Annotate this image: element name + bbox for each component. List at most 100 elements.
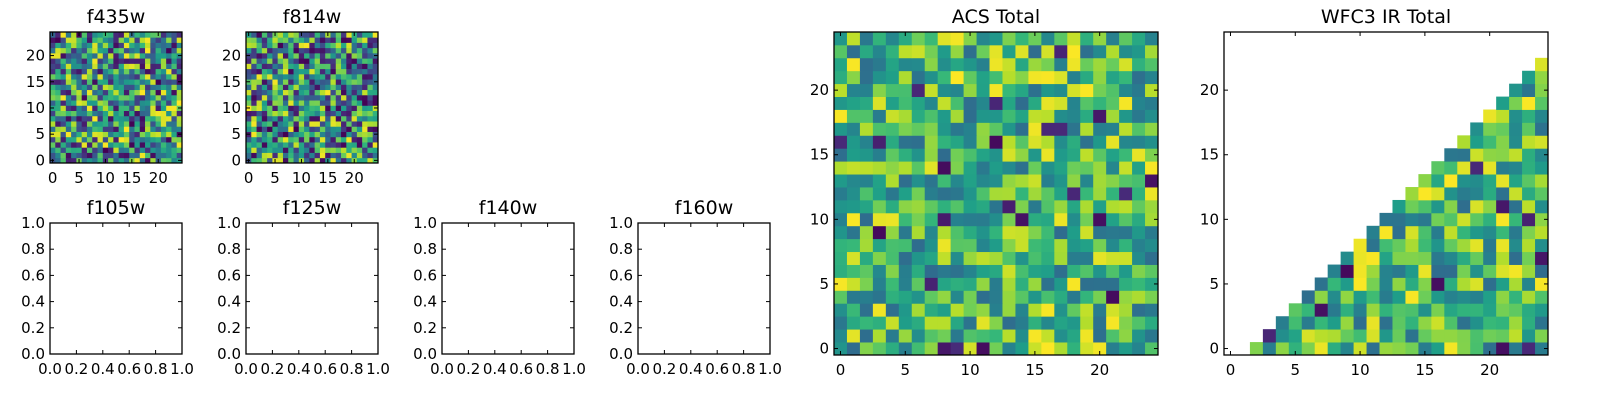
heatmap-cell <box>1509 187 1523 201</box>
heatmap-cell <box>1379 303 1393 317</box>
heatmap-cell <box>859 251 874 265</box>
heatmap-cell <box>319 115 326 122</box>
heatmap-cell <box>267 79 273 85</box>
heatmap-cell <box>846 109 861 123</box>
heatmap-cell <box>65 63 72 70</box>
heatmap-cell <box>314 157 321 164</box>
heatmap-cell <box>1366 277 1380 291</box>
heatmap-cell <box>113 52 120 59</box>
heatmap-cell <box>81 100 88 106</box>
heatmap-cell <box>288 100 294 106</box>
heatmap-cell <box>1119 96 1133 110</box>
heatmap-cell <box>76 100 83 106</box>
heatmap-cell <box>1093 148 1107 162</box>
heatmap-cell <box>1444 290 1458 304</box>
heatmap-cell <box>872 290 887 304</box>
heatmap-cell <box>1028 238 1042 253</box>
heatmap-cell <box>846 122 861 136</box>
heatmap-cell <box>150 115 156 122</box>
heatmap-cell <box>1054 238 1068 253</box>
heatmap-cell <box>129 79 135 85</box>
heatmap-cell <box>325 94 331 101</box>
heatmap-cell <box>1483 122 1497 136</box>
heatmap-cell <box>898 290 913 304</box>
y-tick-label: 20 <box>26 47 45 65</box>
heatmap-cell <box>976 238 990 253</box>
heatmap-cell <box>309 142 316 148</box>
x-tick-label: 0.0 <box>38 360 62 378</box>
x-tick-label: 0.4 <box>679 360 703 378</box>
heatmap-cell <box>288 115 294 122</box>
heatmap-cell <box>145 142 151 148</box>
heatmap-cell <box>277 115 284 122</box>
heatmap-cell <box>1054 225 1068 240</box>
x-tick-label: 5 <box>74 169 84 187</box>
heatmap-cell <box>1457 264 1471 278</box>
heatmap-cell <box>1379 290 1393 304</box>
heatmap-cell <box>1353 329 1367 343</box>
heatmap-cell <box>346 136 352 143</box>
heatmap-cell <box>97 131 104 138</box>
heatmap-cell <box>256 94 263 101</box>
heatmap-cell <box>341 79 347 85</box>
heatmap-cell <box>937 70 952 85</box>
heatmap-cell <box>1522 135 1536 149</box>
heatmap-cell <box>113 152 120 159</box>
heatmap-cell <box>123 94 130 101</box>
heatmap-cell <box>65 42 72 49</box>
heatmap-cell <box>118 157 125 164</box>
panel-title: f140w <box>479 197 538 219</box>
heatmap-cell <box>261 115 268 122</box>
heatmap-cell <box>251 121 257 127</box>
heatmap-cell <box>885 329 900 343</box>
heatmap-cell <box>1093 264 1107 278</box>
heatmap-cell <box>246 94 252 101</box>
heatmap-cell <box>1002 264 1016 278</box>
y-tick-label: 15 <box>1200 146 1219 164</box>
heatmap-cell <box>872 212 887 227</box>
heatmap-cell <box>1444 199 1458 214</box>
heatmap-cell <box>102 58 109 64</box>
heatmap-cell <box>129 58 135 64</box>
y-tick-label: 0 <box>35 151 45 169</box>
heatmap-cell <box>55 157 61 164</box>
heatmap-cell <box>1314 290 1329 304</box>
heatmap-cell <box>1145 329 1159 343</box>
heatmap-cell <box>277 52 284 59</box>
heatmap-cell <box>1132 225 1146 240</box>
heatmap-cell <box>113 147 120 153</box>
heatmap-cell <box>145 121 151 127</box>
heatmap-cell <box>1054 32 1068 46</box>
heatmap-cell <box>118 126 125 132</box>
heatmap-cell <box>65 94 72 101</box>
heatmap-cell <box>950 96 964 110</box>
heatmap-cell <box>256 63 263 70</box>
heatmap-cell <box>314 89 321 96</box>
heatmap-cell <box>1470 303 1484 317</box>
heatmap-cell <box>50 42 56 49</box>
heatmap-cell <box>1041 225 1055 240</box>
heatmap-cell <box>1145 316 1159 330</box>
heatmap-cell <box>76 110 83 117</box>
heatmap-cell <box>351 105 358 111</box>
heatmap-cell <box>113 68 120 75</box>
heatmap-cell <box>351 94 358 101</box>
heatmap-cell <box>346 63 352 70</box>
heatmap-cell <box>1028 96 1042 110</box>
heatmap-cell <box>139 63 146 70</box>
heatmap-cell <box>1535 135 1549 149</box>
heatmap-cell <box>341 94 347 101</box>
heatmap-cell <box>1418 316 1432 330</box>
heatmap-cell <box>1145 32 1159 46</box>
heatmap-cell <box>272 89 279 96</box>
heatmap-cell <box>261 89 268 96</box>
heatmap-cell <box>129 63 135 70</box>
heatmap-cell <box>356 58 363 64</box>
heatmap-cell <box>155 110 162 117</box>
heatmap-cell <box>65 68 72 75</box>
heatmap-cell <box>1119 329 1133 343</box>
heatmap-cell <box>288 47 294 54</box>
heatmap-cell <box>134 42 141 49</box>
heatmap-cell <box>160 110 167 117</box>
